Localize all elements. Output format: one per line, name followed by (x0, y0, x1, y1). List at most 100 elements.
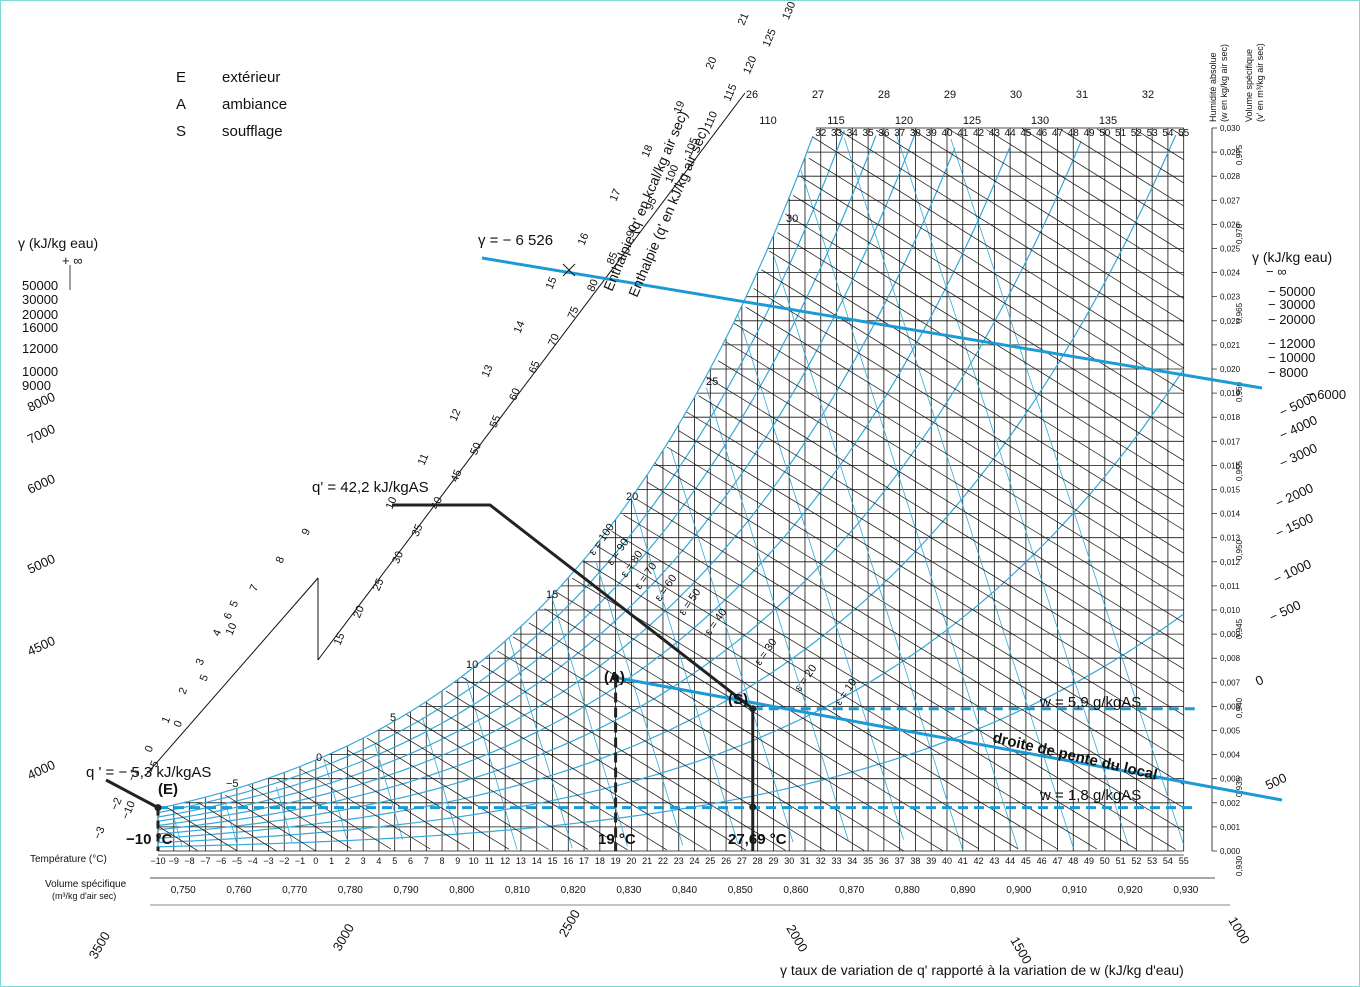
point-e-temp: −10 °C (126, 831, 173, 848)
enthalpy-line (481, 664, 786, 851)
volume-tick: 0,870 (839, 885, 864, 896)
humidity-tick: 0,010 (1220, 606, 1241, 615)
humidity-tick: 0,022 (1220, 317, 1241, 326)
gamma-right-tick: − 30000 (1268, 297, 1315, 312)
q-outdoor-line (105, 778, 159, 809)
temperature-tick: 25 (705, 856, 715, 866)
q-supply-label: q' = 42,2 kJ/kgAS (312, 479, 429, 496)
enthalpy-line (698, 395, 1184, 693)
enthalpy-kcal-tick: 8 (274, 555, 287, 565)
point-a-label: (A) (604, 669, 625, 686)
rh-curve-40 (157, 141, 1082, 835)
point-e-label: (E) (158, 781, 178, 798)
enthalpy-line (718, 360, 1184, 647)
volume-tick: 0,840 (672, 885, 697, 896)
enthalpy-kj-tick: 110 (702, 110, 720, 131)
top-scale-tick: 31 (1076, 89, 1088, 101)
enthalpy-kcal-tick: 9 (300, 527, 313, 537)
enthalpy-kcal-tick: 0 (143, 744, 156, 754)
top-temperature-tick: 39 (926, 128, 938, 139)
enthalpy-line (812, 136, 1184, 369)
humidity-tick: 0,026 (1220, 220, 1241, 229)
wet-bulb-label: 10 (466, 659, 478, 671)
volume-line (323, 758, 348, 841)
rh-curve-30 (157, 134, 1177, 839)
temperature-tick: 6 (408, 856, 413, 866)
process-overlay (105, 256, 1283, 851)
volume-line (800, 170, 1019, 849)
enthalpy-scale-lower (144, 577, 319, 777)
volume-tick: 0,900 (1006, 885, 1031, 896)
rh-curve-20 (157, 368, 1185, 844)
temperature-tick: 12 (500, 856, 510, 866)
volume-line (670, 448, 794, 843)
top-enthalpy-tick: 120 (895, 115, 913, 127)
temperature-tick: 30 (784, 856, 794, 866)
temperature-tick: −1 (295, 856, 305, 866)
gamma-left-tick: 10000 (22, 364, 58, 379)
temperature-tick: 7 (424, 856, 429, 866)
volume-side-tick: 0,970 (1235, 223, 1244, 244)
temperature-tick: 47 (1052, 856, 1062, 866)
enthalpy-line (986, 129, 1184, 253)
volume-line (844, 138, 1074, 848)
enthalpy-kcal-tick: 21 (736, 11, 752, 27)
temperature-tick: 24 (690, 856, 700, 866)
temperature-tick: 46 (1037, 856, 1047, 866)
rh-curve-100 (157, 135, 814, 809)
legend-label-s: soufflage (222, 123, 283, 140)
legend-key-a: A (176, 96, 186, 113)
temperature-tick: 44 (1005, 856, 1015, 866)
top-temperature-tick: 35 (863, 128, 875, 139)
top-temperature-tick: 52 (1131, 128, 1143, 139)
gamma-right-tick: − 1000 (1271, 556, 1314, 587)
humidity-tick: 0,024 (1220, 269, 1241, 278)
volume-line (737, 314, 904, 840)
enthalpy-kj-tick: 60 (507, 386, 523, 402)
volume-tick: 0,930 (1173, 885, 1198, 896)
enthalpy-kcal-tick: 19 (672, 99, 688, 115)
enthalpy-kj-tick: 120 (741, 54, 759, 76)
temperature-axis-label: Température (°C) (30, 854, 107, 865)
enthalpy-line (165, 806, 238, 851)
gamma-right-tick: − 12000 (1268, 336, 1315, 351)
enthalpy-line (1061, 129, 1184, 207)
temperature-tick: 42 (974, 856, 984, 866)
gamma-right-infinity: − ∞ (1266, 264, 1286, 279)
enthalpy-kcal-tick: 4 (211, 628, 224, 638)
q-outdoor-label: q ' = − 5,3 kJ/kgAS (86, 764, 211, 781)
top-scale-tick: 27 (812, 89, 824, 101)
temperature-tick: 13 (516, 856, 526, 866)
enthalpy-kcal-tick: 17 (608, 187, 624, 203)
enthalpy-line (836, 128, 1184, 346)
temperature-tick: −9 (169, 856, 179, 866)
volume-axis-label: Volume spécifique (45, 879, 127, 890)
epsilon-label: ε = 30 (753, 637, 780, 668)
temperature-tick: 55 (1179, 856, 1189, 866)
gamma-left-tick: 9000 (22, 378, 51, 393)
gamma-right-title: γ (kJ/kg eau) (1252, 249, 1332, 265)
temperature-tick: 21 (642, 856, 652, 866)
legend-label-a: ambiance (222, 96, 287, 113)
gamma-left-infinity: + ∞ (62, 253, 82, 268)
enthalpy-line (461, 676, 746, 851)
temperature-tick: 20 (626, 856, 636, 866)
top-temperature-tick: 51 (1115, 128, 1127, 139)
volume-tick: 0,790 (394, 885, 419, 896)
temperature-tick: 53 (1147, 856, 1157, 866)
epsilon-label: ε = 60 (653, 573, 680, 604)
enthalpy-kj-tick: 55 (488, 414, 504, 430)
top-temperature-tick: 44 (1005, 128, 1017, 139)
top-temperature-tick: 47 (1052, 128, 1064, 139)
top-scale-tick: 30 (1010, 89, 1022, 101)
gamma-left-tick: 4000 (25, 757, 58, 783)
volume-side-axis-label-2: (v' en m³/kg air sec) (1255, 43, 1265, 122)
enthalpy-line (595, 545, 1098, 850)
point-s-marker (749, 705, 757, 713)
enthalpy-line (635, 498, 1184, 832)
enthalpy-line (1171, 128, 1184, 137)
gamma-right-tick: − 8000 (1268, 365, 1308, 380)
enthalpy-line (1096, 128, 1184, 184)
enthalpy-line (666, 446, 1184, 762)
volume-side-tick: 0,940 (1235, 697, 1244, 718)
